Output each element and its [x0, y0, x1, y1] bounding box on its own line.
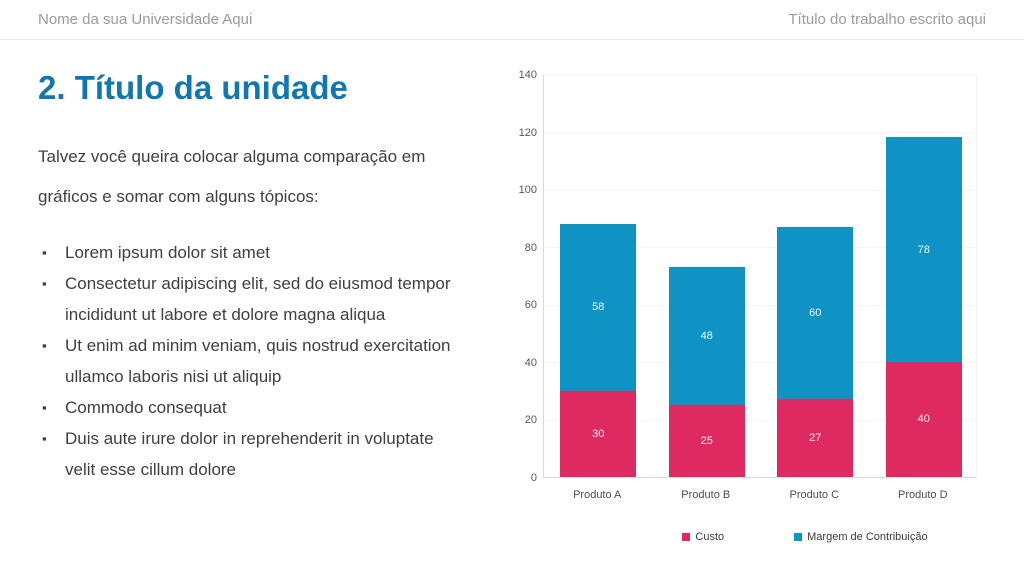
- bar-segment-custo: 40: [885, 361, 962, 477]
- y-axis-tick-label: 0: [530, 472, 537, 484]
- y-axis-tick-label: 140: [518, 69, 537, 81]
- bar-value-label: 40: [917, 413, 930, 426]
- y-axis-tick-label: 80: [524, 241, 537, 254]
- plot-area: 30 58 25 48 27 60 40 78: [543, 74, 977, 478]
- y-axis-tick-label: 40: [524, 356, 537, 369]
- bar-segment-margem: 60: [777, 226, 854, 400]
- bar-segment-margem: 48: [668, 266, 745, 406]
- intro-paragraph: Talvez você queira colocar alguma compar…: [38, 147, 426, 206]
- list-item: Ut enim ad minim veniam, quis nostrud ex…: [38, 330, 466, 392]
- legend-item: Margem de Contribuição: [794, 531, 928, 543]
- bar-value-label: 58: [592, 301, 605, 314]
- legend-swatch: [682, 533, 691, 541]
- bar-segment-margem: 58: [560, 223, 637, 391]
- y-axis-tick-label: 60: [524, 299, 537, 312]
- bar-value-label: 25: [700, 435, 713, 448]
- bullet-list: Lorem ipsum dolor sit ametConsectetur ad…: [38, 237, 466, 485]
- bar-segment-custo: 25: [668, 405, 745, 477]
- x-axis-category-label: Produto B: [681, 489, 731, 501]
- text-column: 2. Título da unidade Talvez você queira …: [38, 0, 466, 485]
- x-axis-category-label: Produto D: [897, 489, 948, 501]
- gridline: [544, 419, 976, 421]
- x-axis-category-label: Produto A: [573, 489, 622, 501]
- gridline: [544, 304, 976, 306]
- gridline: [544, 189, 976, 191]
- bar-value-label: 60: [809, 306, 822, 319]
- university-name: Nome da sua Universidade Aqui: [38, 11, 253, 28]
- y-axis-tick-label: 20: [524, 414, 537, 427]
- bar-segment-custo: 27: [777, 399, 854, 477]
- gridline: [544, 362, 976, 364]
- work-title: Título do trabalho escrito aqui: [788, 11, 986, 28]
- legend-label: Custo: [695, 531, 725, 543]
- gridline: [544, 74, 976, 76]
- legend-swatch: [794, 533, 803, 541]
- gridline: [544, 132, 976, 134]
- list-item: Duis aute irure dolor in reprehenderit i…: [38, 423, 466, 485]
- bar-value-label: 27: [809, 432, 822, 445]
- gridline: [544, 247, 976, 249]
- list-item: Commodo consequat: [38, 392, 466, 423]
- legend-item: Custo: [682, 531, 724, 543]
- slide-header: Nome da sua Universidade Aqui Título do …: [0, 0, 1024, 40]
- list-item: Consectetur adipiscing elit, sed do eius…: [38, 268, 466, 330]
- bar-value-label: 78: [917, 243, 930, 256]
- x-axis-category-label: Produto C: [789, 489, 840, 501]
- unit-title: 2. Título da unidade: [38, 69, 348, 106]
- bar-value-label: 48: [700, 329, 713, 342]
- legend: Custo Margem de Contribuição: [543, 531, 977, 543]
- bar-segment-margem: 78: [885, 137, 962, 362]
- bar-segment-custo: 30: [560, 390, 637, 477]
- legend-label: Margem de Contribuição: [807, 531, 928, 543]
- bar-value-label: 30: [592, 427, 605, 440]
- y-axis-tick-label: 120: [518, 126, 537, 139]
- y-axis-tick-label: 100: [518, 184, 537, 197]
- list-item: Lorem ipsum dolor sit amet: [38, 237, 466, 268]
- chart: 30 58 25 48 27 60 40 78 Custo Margem de Contribu…: [505, 69, 1020, 570]
